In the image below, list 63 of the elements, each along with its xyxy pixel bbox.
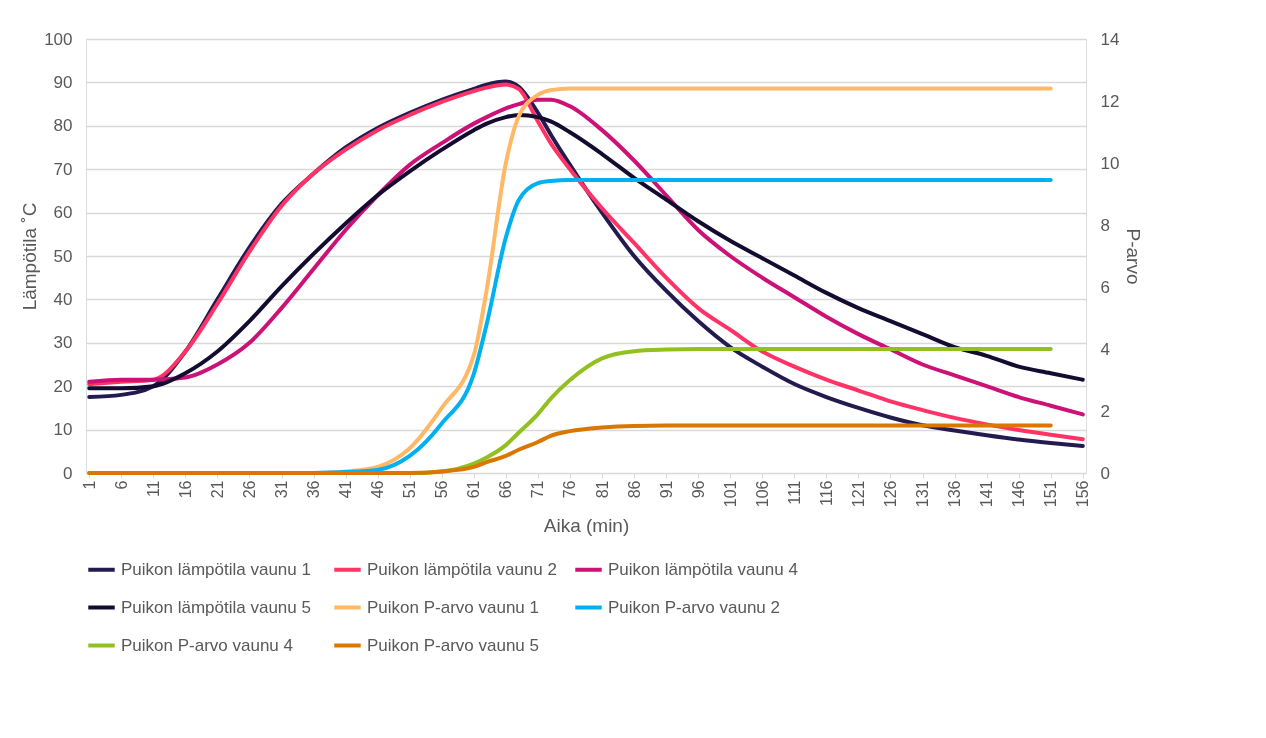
legend-label: Puikon P-arvo vaunu 4: [121, 635, 293, 655]
legend-label: Puikon P-arvo vaunu 2: [608, 597, 780, 617]
y-tick-label: 70: [53, 159, 73, 179]
x-tick-label: 146: [1010, 480, 1028, 508]
y-tick-label: 30: [53, 333, 73, 353]
legend-label: Puikon P-arvo vaunu 5: [367, 635, 539, 655]
y2-tick-label: 12: [1100, 91, 1120, 111]
x-axis-title: Aika (min): [543, 515, 630, 537]
x-tick-label: 116: [817, 480, 835, 507]
x-tick-label: 41: [337, 480, 355, 499]
x-tick-label: 51: [401, 480, 419, 499]
y2-tick-label: 8: [1100, 215, 1110, 235]
y2-tick-label: 6: [1100, 277, 1110, 297]
x-tick-label: 106: [753, 480, 771, 508]
x-tick-label: 26: [240, 480, 258, 499]
x-tick-label: 141: [978, 480, 996, 508]
x-tick-label: 66: [497, 480, 515, 499]
x-tick-label: 131: [914, 480, 932, 508]
y-tick-label: 80: [53, 116, 73, 136]
x-tick-label: 61: [465, 480, 483, 499]
y2-tick-label: 0: [1100, 463, 1110, 483]
x-tick-label: 96: [689, 480, 707, 499]
legend-label: Puikon P-arvo vaunu 1: [367, 597, 539, 617]
y2-tick-label: 2: [1100, 401, 1110, 421]
legend-label: Puikon lämpötila vaunu 2: [367, 559, 557, 579]
x-tick-label: 156: [1074, 480, 1092, 508]
x-tick-label: 1: [80, 480, 98, 490]
x-tick-label: 111: [785, 480, 803, 505]
legend-label: Puikon lämpötila vaunu 1: [121, 559, 311, 579]
x-tick-label: 101: [721, 480, 739, 508]
y-tick-label: 40: [53, 289, 73, 309]
y-tick-label: 100: [44, 29, 73, 49]
x-tick-label: 31: [273, 480, 291, 499]
x-tick-label: 16: [176, 480, 194, 499]
x-tick-label: 56: [433, 480, 451, 499]
y-tick-label: 90: [53, 72, 73, 92]
y-axis-title: Lämpötila ˚C: [19, 202, 41, 311]
x-tick-label: 126: [881, 480, 899, 508]
x-tick-label: 71: [529, 480, 547, 499]
x-tick-label: 46: [369, 480, 387, 499]
x-tick-label: 6: [112, 480, 130, 490]
y-tick-label: 50: [53, 246, 73, 266]
x-tick-label: 21: [208, 480, 226, 499]
y2-tick-label: 10: [1100, 153, 1120, 173]
x-tick-label: 136: [946, 480, 964, 508]
y-tick-label: 0: [63, 463, 73, 483]
line-series: [87, 423, 1053, 475]
y-tick-label: 10: [53, 420, 73, 440]
y2-tick-label: 4: [1100, 339, 1110, 359]
y2-tick-label: 14: [1100, 29, 1120, 49]
y2-axis-title: P-arvo: [1123, 228, 1145, 285]
y-tick-label: 20: [53, 376, 73, 396]
x-tick-label: 81: [593, 480, 611, 499]
x-tick-label: 121: [849, 480, 867, 508]
x-tick-label: 11: [144, 480, 162, 498]
legend-label: Puikon lämpötila vaunu 5: [121, 597, 311, 617]
x-tick-label: 76: [561, 480, 579, 499]
x-tick-label: 91: [657, 480, 675, 499]
x-tick-label: 151: [1042, 480, 1060, 508]
x-tick-label: 36: [305, 480, 323, 499]
legend-label: Puikon lämpötila vaunu 4: [608, 559, 798, 579]
y-tick-label: 60: [53, 203, 73, 223]
x-tick-label: 86: [625, 480, 643, 499]
